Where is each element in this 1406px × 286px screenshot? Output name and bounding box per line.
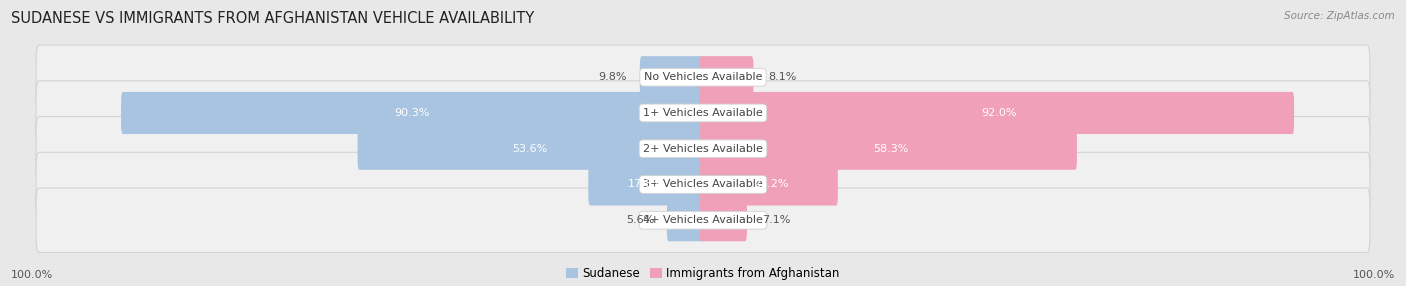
Text: 53.6%: 53.6%: [513, 144, 548, 154]
FancyBboxPatch shape: [357, 128, 704, 170]
Text: 7.1%: 7.1%: [762, 215, 790, 225]
Text: Source: ZipAtlas.com: Source: ZipAtlas.com: [1284, 11, 1395, 21]
Text: 100.0%: 100.0%: [1353, 270, 1395, 280]
Text: 2+ Vehicles Available: 2+ Vehicles Available: [643, 144, 763, 154]
Text: 100.0%: 100.0%: [11, 270, 53, 280]
Text: 92.0%: 92.0%: [981, 108, 1017, 118]
Text: 17.8%: 17.8%: [628, 180, 664, 189]
FancyBboxPatch shape: [37, 81, 1369, 145]
Text: 3+ Vehicles Available: 3+ Vehicles Available: [643, 180, 763, 189]
FancyBboxPatch shape: [699, 163, 838, 206]
Text: 1+ Vehicles Available: 1+ Vehicles Available: [643, 108, 763, 118]
Text: 58.3%: 58.3%: [873, 144, 908, 154]
FancyBboxPatch shape: [37, 188, 1369, 252]
Text: 90.3%: 90.3%: [394, 108, 430, 118]
Text: 4+ Vehicles Available: 4+ Vehicles Available: [643, 215, 763, 225]
FancyBboxPatch shape: [588, 163, 704, 206]
Text: SUDANESE VS IMMIGRANTS FROM AFGHANISTAN VEHICLE AVAILABILITY: SUDANESE VS IMMIGRANTS FROM AFGHANISTAN …: [11, 11, 534, 26]
FancyBboxPatch shape: [640, 56, 704, 98]
FancyBboxPatch shape: [666, 199, 704, 241]
Legend: Sudanese, Immigrants from Afghanistan: Sudanese, Immigrants from Afghanistan: [567, 267, 839, 280]
FancyBboxPatch shape: [699, 92, 1294, 134]
FancyBboxPatch shape: [121, 92, 704, 134]
Text: 5.6%: 5.6%: [626, 215, 654, 225]
FancyBboxPatch shape: [37, 152, 1369, 217]
Text: No Vehicles Available: No Vehicles Available: [644, 72, 762, 82]
FancyBboxPatch shape: [699, 199, 747, 241]
Text: 9.8%: 9.8%: [599, 72, 627, 82]
FancyBboxPatch shape: [37, 45, 1369, 110]
FancyBboxPatch shape: [37, 117, 1369, 181]
Text: 21.2%: 21.2%: [754, 180, 789, 189]
Text: 8.1%: 8.1%: [768, 72, 796, 82]
FancyBboxPatch shape: [699, 56, 754, 98]
FancyBboxPatch shape: [699, 128, 1077, 170]
